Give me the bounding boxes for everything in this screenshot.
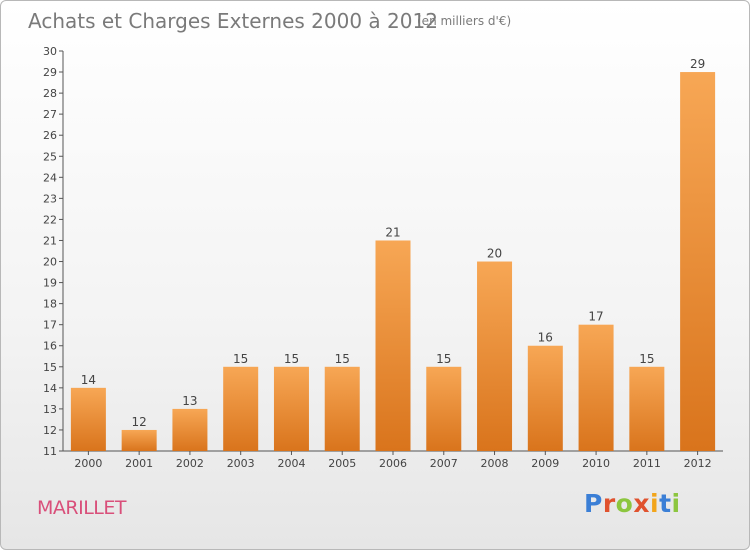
y-tick-label: 18 (43, 298, 57, 311)
x-tick-label: 2008 (481, 457, 509, 470)
y-tick-label: 14 (43, 382, 57, 395)
bar (629, 366, 665, 451)
y-tick-label: 12 (43, 424, 57, 437)
bar (223, 366, 259, 451)
data-label: 13 (182, 394, 197, 408)
x-tick-label: 2004 (277, 457, 305, 470)
x-tick-label: 2006 (379, 457, 407, 470)
y-tick-label: 17 (43, 319, 57, 332)
y-tick-label: 26 (43, 129, 57, 142)
bar (70, 387, 106, 451)
y-tick-label: 15 (43, 361, 57, 374)
y-tick-label: 11 (43, 445, 57, 458)
proxiti-logo[interactable]: Proxiti (584, 489, 681, 518)
logo-letter: o (615, 489, 634, 518)
x-tick-label: 2010 (582, 457, 610, 470)
y-tick-label: 25 (43, 150, 57, 163)
y-tick-label: 16 (43, 340, 57, 353)
data-label: 15 (335, 352, 350, 366)
data-label: 17 (588, 310, 603, 324)
logo-letter: r (602, 489, 616, 518)
logo-letter: i (671, 489, 681, 518)
x-tick-label: 2011 (633, 457, 661, 470)
bar (578, 324, 614, 451)
bar (426, 366, 462, 451)
y-tick-label: 20 (43, 256, 57, 269)
bar (527, 345, 563, 451)
x-tick-label: 2002 (176, 457, 204, 470)
data-label: 20 (487, 247, 502, 261)
data-label: 15 (639, 352, 654, 366)
bars (70, 72, 716, 451)
bar (375, 240, 411, 451)
labels: 2000 14 2001 12 2002 13 2003 15 2004 15 2005 15 2006… (74, 57, 711, 470)
logo-letter: x (633, 489, 650, 518)
bar (680, 72, 716, 451)
x-tick-label: 2007 (430, 457, 458, 470)
y-tick-label: 24 (43, 171, 57, 184)
data-label: 14 (81, 373, 96, 387)
y-tick-label: 21 (43, 234, 57, 247)
y-tick-label: 13 (43, 403, 57, 416)
x-tick-label: 2009 (531, 457, 559, 470)
x-tick-label: 2005 (328, 457, 356, 470)
data-label: 15 (233, 352, 248, 366)
chart-title: Achats et Charges Externes 2000 à 2012 (28, 9, 438, 33)
axes: 11 12 13 14 15 16 17 18 19 20 21 22 23 24 25 26 27 28 29 30 (43, 45, 723, 458)
bar (477, 261, 513, 451)
x-tick-label: 2001 (125, 457, 153, 470)
chart-subtitle: (en milliers d'€) (417, 14, 512, 28)
data-label: 16 (538, 331, 553, 345)
y-tick-label: 23 (43, 192, 57, 205)
bar (172, 408, 208, 451)
data-label: 12 (132, 415, 147, 429)
logo-letter: t (659, 489, 672, 518)
commune-name: MARILLET (37, 497, 126, 519)
data-label: 29 (690, 57, 705, 71)
y-tick-label: 27 (43, 108, 57, 121)
x-tick-label: 2003 (227, 457, 255, 470)
y-tick-label: 22 (43, 213, 57, 226)
x-tick-label: 2012 (684, 457, 712, 470)
y-tick-label: 28 (43, 87, 57, 100)
data-label: 15 (436, 352, 451, 366)
bar (273, 366, 309, 451)
x-tick-label: 2000 (74, 457, 102, 470)
y-tick-label: 30 (43, 45, 57, 58)
bar (121, 429, 157, 451)
data-label: 21 (385, 225, 400, 239)
data-label: 15 (284, 352, 299, 366)
logo-letter: P (584, 489, 603, 518)
logo-letter: i (650, 489, 660, 518)
y-tick-label: 29 (43, 66, 57, 79)
bar (324, 366, 360, 451)
y-tick-label: 19 (43, 277, 57, 290)
